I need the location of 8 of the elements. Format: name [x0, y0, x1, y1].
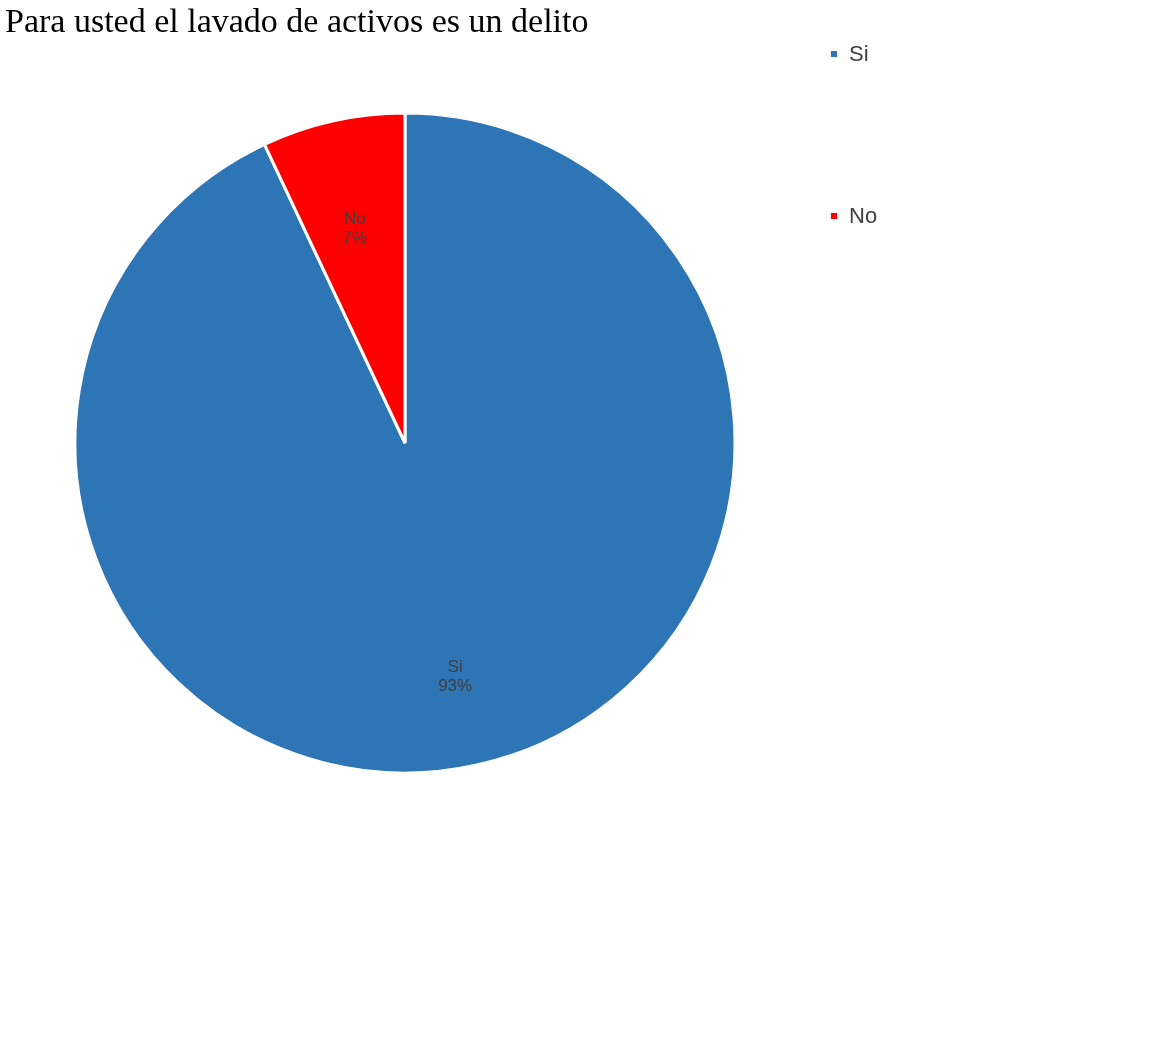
legend-label: Si [849, 41, 869, 66]
data-label: 7% [342, 227, 368, 247]
pie-slice [73, 111, 737, 775]
chart-title: Para usted el lavado de activos es un delito [5, 2, 589, 39]
legend-label: No [849, 203, 878, 228]
data-label: 93% [438, 676, 473, 696]
slice-label: No [343, 208, 366, 228]
slice-label: Si [447, 657, 463, 677]
